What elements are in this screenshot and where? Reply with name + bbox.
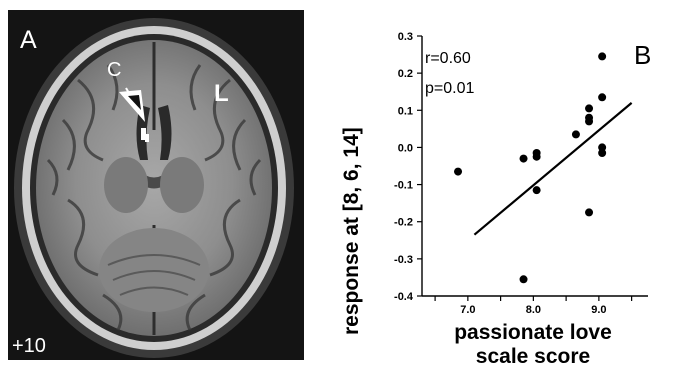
- region-label-c: C: [107, 59, 121, 81]
- y-axis-label: response at [8, 6, 14]: [340, 127, 363, 335]
- activation-spot: [141, 128, 146, 140]
- x-axis-label-line1: passionate love: [454, 321, 612, 344]
- y-tick-label: -0.2: [394, 217, 413, 229]
- x-tick-label: 7.0: [460, 304, 475, 316]
- data-point: [571, 130, 580, 139]
- y-tick-label: 0.3: [398, 31, 413, 43]
- stat-r: r=0.60: [425, 50, 471, 67]
- y-tick-label: 0.1: [398, 105, 413, 117]
- y-tick-label: -0.1: [394, 180, 413, 192]
- y-tick-label: -0.3: [394, 254, 413, 266]
- x-axis-label-line2: scale score: [476, 345, 590, 367]
- regression-line: [473, 102, 633, 236]
- data-point: [454, 167, 463, 176]
- panel-b-label: B: [634, 40, 651, 70]
- scatter-panel: response at [8, 6, 14] B r=0.60 p=0.01 p…: [320, 0, 676, 368]
- x-tick-label: 9.0: [591, 304, 606, 316]
- brain-scan-panel: A C L +10: [8, 10, 304, 360]
- data-point: [519, 154, 528, 163]
- data-point: [585, 104, 594, 113]
- slice-label: +10: [12, 335, 46, 357]
- panel-a-label: A: [20, 26, 37, 54]
- y-tick-label: 0.0: [398, 142, 413, 154]
- left-side-label: L: [214, 80, 229, 107]
- data-point: [598, 143, 607, 152]
- scatter-chart: response at [8, 6, 14] B r=0.60 p=0.01 p…: [340, 31, 651, 368]
- data-point: [532, 152, 541, 161]
- stat-p: p=0.01: [425, 80, 474, 97]
- data-point: [598, 93, 607, 102]
- data-point: [598, 52, 607, 61]
- data-point: [519, 275, 528, 284]
- y-tick-label: 0.2: [398, 68, 413, 80]
- data-point: [532, 186, 541, 195]
- arrow-icon: [119, 87, 145, 122]
- data-point: [585, 117, 594, 126]
- y-tick-label: -0.4: [394, 291, 414, 303]
- data-point: [585, 208, 594, 217]
- brain-scan-image: A C L +10: [8, 10, 304, 360]
- data-point: [598, 149, 607, 157]
- x-tick-label: 8.0: [526, 304, 541, 316]
